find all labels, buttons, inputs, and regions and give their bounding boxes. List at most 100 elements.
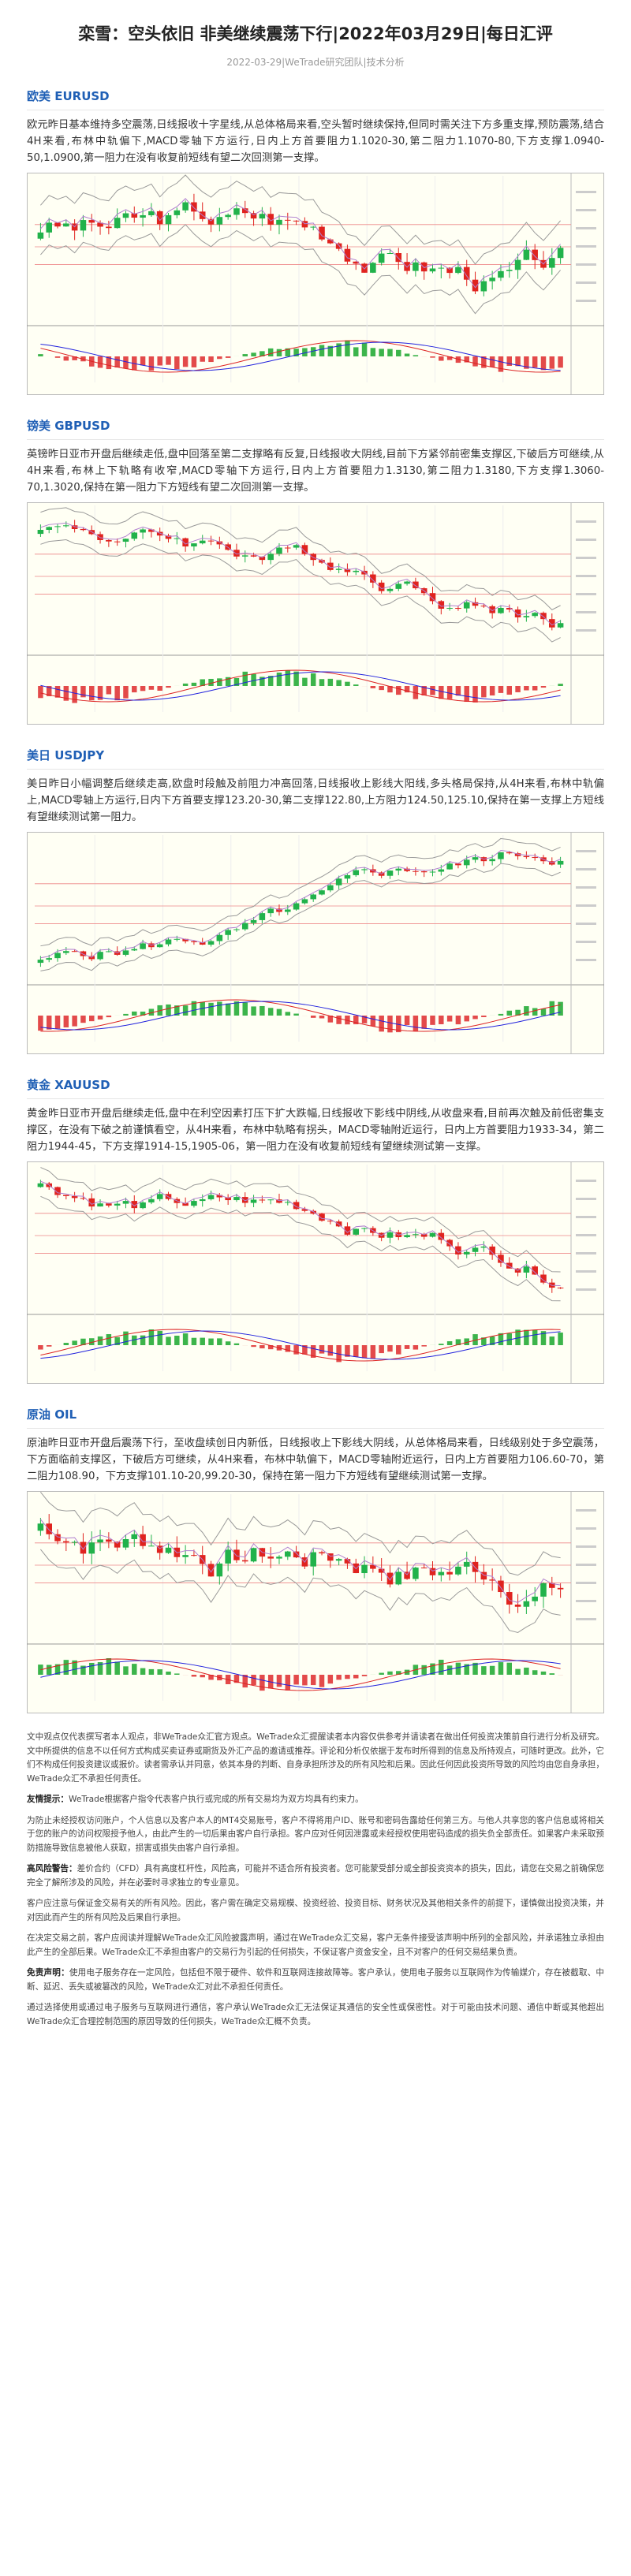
section-heading: 黄金 XAUUSD (27, 1072, 604, 1099)
histogram-bar (421, 686, 427, 696)
histogram-bar (404, 1016, 410, 1026)
candle-body (386, 588, 394, 591)
histogram-bar (54, 686, 61, 698)
disclaimer-lead: 高风险警告： (27, 1864, 77, 1873)
band-line (40, 198, 561, 289)
candle-body (207, 941, 215, 945)
histogram-bar (336, 1675, 342, 1680)
histogram-bar (361, 342, 368, 356)
candle-body (438, 1232, 445, 1240)
histogram-bar (345, 340, 350, 356)
price-tick (576, 1270, 596, 1273)
histogram-bar (336, 343, 342, 356)
candle-body (335, 243, 342, 249)
histogram-bar (353, 1016, 359, 1025)
candle-body (122, 950, 129, 955)
disclaimer-paragraph: 客户应注意与保证金交易有关的所有风险。因此，客户需在确定交易规模、投资经验、投资… (27, 1897, 604, 1925)
candle-body (532, 857, 538, 859)
histogram-bar (293, 349, 299, 356)
histogram-bar (319, 679, 325, 686)
candle-body (37, 232, 44, 239)
candle-body (404, 868, 410, 871)
histogram-bar (302, 1675, 308, 1686)
histogram-bar (267, 676, 274, 686)
price-tick (576, 941, 596, 943)
histogram-bar (379, 1672, 384, 1675)
candle-body (276, 1556, 282, 1559)
candle-body (463, 859, 470, 866)
disclaimer-text: 通过选择使用或通过电子服务与互联网进行通信，客户承认WeTrade众汇无法保证其… (27, 2003, 604, 2026)
histogram-bar (233, 1675, 240, 1683)
histogram-bar (157, 356, 162, 366)
candle-body (71, 1541, 78, 1543)
candle-body (319, 560, 325, 563)
candle-body (532, 1596, 538, 1601)
candle-body (241, 208, 248, 214)
histogram-bar (182, 683, 189, 686)
candle-body (446, 863, 453, 870)
band-line (40, 837, 561, 947)
histogram-bar (200, 679, 205, 686)
candle-body (37, 1523, 44, 1531)
histogram-bar (182, 356, 189, 367)
histogram-bar (515, 1009, 521, 1016)
histogram-bar (319, 1016, 325, 1019)
candle-body (250, 1548, 257, 1562)
histogram-bar (472, 1662, 478, 1675)
histogram-bar (387, 686, 393, 693)
histogram-bar (97, 1662, 103, 1675)
candle-body (301, 545, 308, 554)
sections: 欧美 EURUSD 欧元昨日基本维持多空震荡,日线报收十字星线,从总体格局来看,空… (27, 83, 604, 1713)
candle-body (106, 1539, 112, 1542)
histogram-bar (558, 356, 563, 368)
candle-body (429, 1232, 436, 1237)
histogram-bar (174, 1673, 180, 1675)
band-line (40, 1167, 561, 1273)
candle-body (335, 1559, 342, 1561)
histogram-bar (200, 1337, 205, 1345)
histogram-bar (72, 1660, 77, 1675)
candle-body (370, 263, 376, 273)
candle-body (182, 938, 189, 941)
candle-body (37, 1183, 44, 1187)
histogram-bar (396, 349, 401, 356)
candle-body (310, 1552, 316, 1567)
candle-body (429, 268, 436, 272)
candle-body (310, 1210, 316, 1214)
histogram-bar (174, 1335, 180, 1345)
histogram-bar (549, 1001, 555, 1016)
histogram-bar (464, 1338, 469, 1345)
price-tick (576, 868, 596, 870)
candle-body (114, 1541, 121, 1548)
candle-body (557, 1587, 564, 1590)
candle-body (285, 219, 291, 221)
candle-body (165, 214, 172, 225)
histogram-bar (106, 686, 112, 695)
histogram-bar (515, 686, 521, 692)
histogram-bar (285, 1345, 291, 1352)
article-meta: 2022-03-29|WeTrade研究团队|技术分析 (226, 57, 405, 68)
histogram-bar (540, 1671, 547, 1675)
histogram-bar (455, 1339, 461, 1345)
histogram-bar (63, 686, 69, 701)
histogram-bar (259, 1005, 265, 1016)
histogram-bar (361, 1675, 368, 1676)
histogram-bar (293, 671, 299, 686)
histogram-bar (106, 1016, 112, 1018)
candle-body (310, 226, 316, 228)
histogram-bar (38, 1345, 43, 1350)
price-tick (576, 557, 596, 559)
histogram-bar (166, 686, 171, 688)
histogram-bar (327, 345, 334, 356)
candle-body (131, 213, 138, 218)
histogram-bar (532, 1670, 538, 1675)
histogram-bar (549, 1336, 555, 1345)
histogram-bar (472, 356, 478, 367)
histogram-bar (123, 1331, 129, 1345)
histogram-bar (396, 1016, 401, 1033)
candle-body (267, 1199, 274, 1201)
histogram-bar (54, 1016, 61, 1029)
histogram-bar (404, 686, 410, 693)
candle-body (285, 547, 291, 549)
band-line (40, 1180, 561, 1286)
